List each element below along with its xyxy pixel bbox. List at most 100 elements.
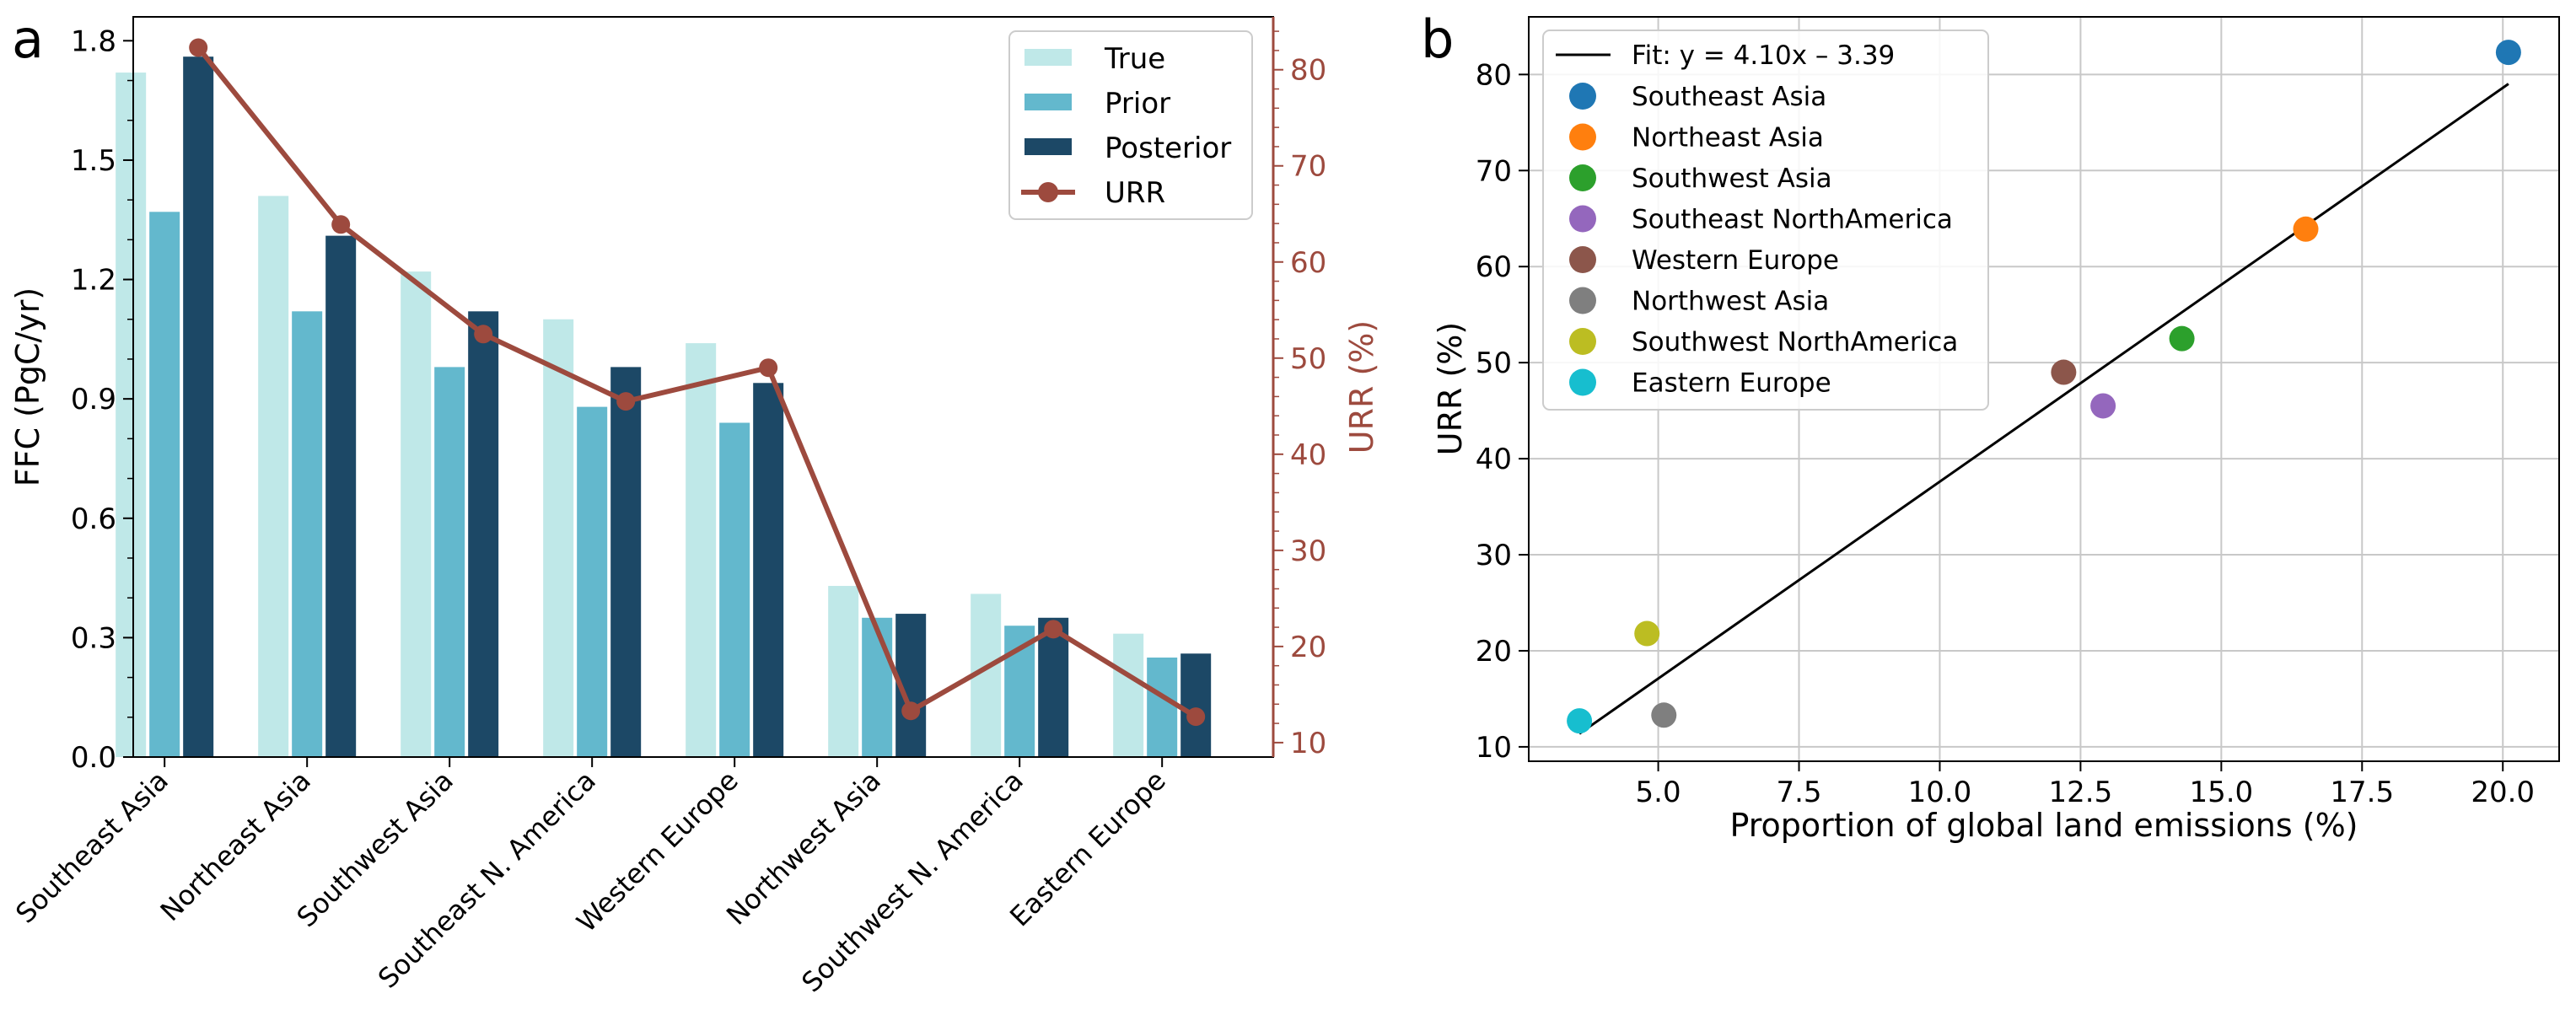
bar-true-3 bbox=[401, 271, 432, 757]
panel-a: a 0.0 0.3 0.6 0.9 1.2 1.5 1.8 10 20 30 40 50 60 70 80… bbox=[9, 8, 1380, 998]
bar-posterior-3 bbox=[468, 311, 499, 757]
y-tick-label: 0.0 bbox=[71, 741, 116, 775]
scatter-point-eastern-europe bbox=[1567, 708, 1593, 734]
y-tick-label: 0.9 bbox=[71, 383, 116, 416]
scatter-point-southeast-asia bbox=[2495, 40, 2521, 66]
x-tick-label: 10.0 bbox=[1908, 776, 1972, 809]
panel-a-bars bbox=[116, 56, 1212, 758]
panel-a-label: a bbox=[12, 8, 44, 70]
legend-label-urr: URR bbox=[1105, 176, 1165, 210]
legend-frame bbox=[1008, 30, 1253, 220]
bar-prior-6 bbox=[862, 617, 893, 757]
urr-line bbox=[196, 46, 1197, 719]
bar-true-2 bbox=[258, 196, 289, 757]
legend-label-posterior: Posterior bbox=[1105, 132, 1231, 165]
y2-tick-label: 80 bbox=[1290, 54, 1326, 88]
y2-tick-label: 20 bbox=[1290, 631, 1326, 664]
panel-a-y-axis: 0.0 0.3 0.6 0.9 1.2 1.5 1.8 bbox=[71, 24, 133, 775]
bar-prior-3 bbox=[434, 367, 465, 757]
scatter-point-southwest-asia bbox=[2169, 325, 2195, 352]
y-tick-label: 40 bbox=[1476, 443, 1512, 476]
bar-prior-4 bbox=[577, 406, 608, 757]
bar-true-8 bbox=[1113, 633, 1144, 757]
x-tick-label: 7.5 bbox=[1776, 776, 1821, 809]
panel-a-urr-line bbox=[189, 38, 1206, 727]
y2-tick-label: 10 bbox=[1290, 727, 1326, 760]
bar-true-6 bbox=[828, 586, 859, 757]
bar-true-4 bbox=[543, 319, 574, 757]
bar-posterior-1 bbox=[183, 56, 214, 758]
legend-label: Southeast Asia bbox=[1632, 82, 1826, 112]
bar-posterior-7 bbox=[1038, 617, 1069, 757]
y-tick-label: 80 bbox=[1476, 58, 1512, 92]
bar-true-5 bbox=[686, 343, 717, 757]
urr-point-6 bbox=[901, 701, 921, 721]
legend-marker bbox=[1569, 83, 1596, 110]
panel-b-label: b bbox=[1421, 8, 1454, 70]
legend-marker bbox=[1569, 246, 1596, 273]
panel-a-legend: True Prior Posterior URR bbox=[1008, 30, 1253, 220]
panel-b-x-axis: 5.0 7.5 10.0 12.5 15.0 17.5 20.0 bbox=[1636, 761, 2535, 809]
urr-point-7 bbox=[1044, 620, 1063, 639]
urr-point-1 bbox=[189, 38, 208, 57]
legend-label: Northwest Asia bbox=[1632, 287, 1829, 317]
fit-line bbox=[1578, 83, 2509, 735]
legend-label: Southwest Asia bbox=[1632, 164, 1832, 194]
y-tick-label: 0.3 bbox=[71, 621, 116, 655]
panel-b: b 10 20 30 40 50 60 70 80 5.0 7.5 10.0 12.5 15.0 17.… bbox=[1421, 8, 2560, 844]
legend-marker bbox=[1569, 164, 1596, 191]
y-tick-label: 0.6 bbox=[71, 502, 116, 536]
bar-posterior-4 bbox=[610, 367, 642, 757]
x-tick-label: 20.0 bbox=[2471, 776, 2535, 809]
urr-point-5 bbox=[759, 358, 778, 378]
x-tick-label: Northwest Asia bbox=[720, 765, 887, 932]
legend-items: Southeast Asia Northeast Asia Southwest As… bbox=[1569, 82, 1958, 399]
bar-posterior-5 bbox=[753, 383, 784, 757]
legend-label-prior: Prior bbox=[1105, 87, 1170, 121]
panel-b-fit-line bbox=[1578, 83, 2509, 735]
scatter-point-southeast-northamerica bbox=[2090, 393, 2116, 419]
legend-marker bbox=[1569, 287, 1596, 314]
panel-a-y2-axis: 10 20 30 40 50 60 70 80 bbox=[1272, 17, 1326, 760]
legend-label-fit: Fit: y = 4.10x – 3.39 bbox=[1632, 40, 1895, 71]
y2-tick-label: 40 bbox=[1290, 438, 1326, 472]
legend-label-true: True bbox=[1104, 42, 1165, 76]
bar-posterior-2 bbox=[325, 235, 357, 757]
y-tick-label: 50 bbox=[1476, 346, 1512, 380]
y2-tick-label: 30 bbox=[1290, 534, 1326, 568]
x-tick-label: Northeast Asia bbox=[154, 765, 317, 927]
bar-prior-8 bbox=[1147, 657, 1178, 757]
legend-marker bbox=[1569, 368, 1596, 396]
scatter-point-southwest-northamerica bbox=[1634, 620, 1660, 647]
urr-point-3 bbox=[474, 325, 493, 344]
bar-prior-1 bbox=[149, 212, 180, 757]
x-tick-label: Eastern Europe bbox=[1003, 765, 1172, 933]
y-tick-label: 70 bbox=[1476, 154, 1512, 188]
panel-b-legend: Fit: y = 4.10x – 3.39 Southeast Asia Nort… bbox=[1542, 30, 1989, 411]
bar-prior-5 bbox=[719, 422, 750, 757]
panel-b-y-axis-label: URR (%) bbox=[1432, 322, 1469, 455]
legend-label: Eastern Europe bbox=[1632, 368, 1831, 399]
x-tick-label: 15.0 bbox=[2189, 776, 2253, 809]
panel-b-plot-frame bbox=[1528, 16, 2560, 762]
panel-a-y-axis-label: FFC (PgC/yr) bbox=[9, 287, 46, 486]
legend-marker bbox=[1569, 205, 1596, 233]
urr-point-2 bbox=[331, 215, 351, 234]
x-tick-label: 12.5 bbox=[2049, 776, 2113, 809]
x-tick-label: Southwest Asia bbox=[291, 765, 460, 933]
legend-label: Western Europe bbox=[1632, 245, 1839, 276]
legend-swatch-true bbox=[1024, 49, 1072, 66]
scatter-point-northeast-asia bbox=[2293, 216, 2319, 242]
bar-prior-2 bbox=[292, 311, 323, 757]
y2-tick-label: 70 bbox=[1290, 150, 1326, 184]
y2-tick-label: 50 bbox=[1290, 342, 1326, 376]
y-tick-label: 60 bbox=[1476, 250, 1512, 284]
panel-b-x-axis-label: Proportion of global land emissions (%) bbox=[1729, 807, 2358, 844]
x-tick-label: 5.0 bbox=[1636, 776, 1681, 809]
y-tick-label: 1.8 bbox=[71, 24, 116, 58]
x-tick-label: Southeast Asia bbox=[9, 765, 175, 930]
y-tick-label: 10 bbox=[1476, 731, 1512, 765]
legend-label: Southeast NorthAmerica bbox=[1632, 205, 1953, 235]
